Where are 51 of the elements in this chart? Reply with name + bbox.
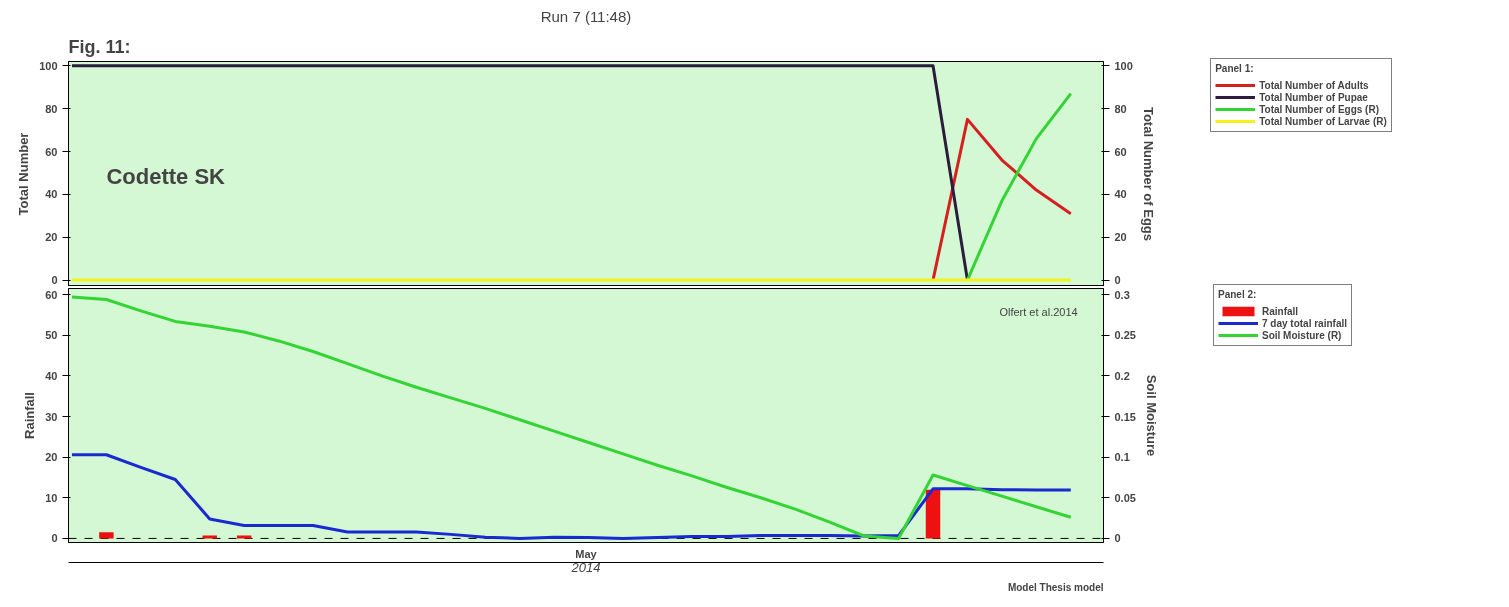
legend-title: Panel 1: bbox=[1215, 63, 1255, 74]
y-tick-label: 60 bbox=[45, 145, 58, 158]
chart-title: Run 7 (11:48) bbox=[540, 7, 632, 25]
y2-tick-label: 0 bbox=[1114, 274, 1121, 287]
y-tick-label: 60 bbox=[45, 288, 58, 301]
legend-label: Rainfall bbox=[1261, 305, 1299, 317]
legend-label: 7 day total rainfall bbox=[1261, 317, 1348, 329]
y-tick-label: 40 bbox=[45, 369, 58, 382]
y-tick-label: 100 bbox=[39, 59, 58, 72]
y2-tick-label: 0.05 bbox=[1114, 491, 1136, 504]
legend-label: Soil Moisture (R) bbox=[1261, 329, 1342, 341]
y2-axis-title: Total Number of Eggs bbox=[1140, 106, 1156, 242]
y-tick-label: 20 bbox=[45, 451, 58, 464]
caption: Fig. 11: bbox=[68, 36, 131, 57]
bar bbox=[99, 532, 114, 539]
legend-label: Total Number of Eggs (R) bbox=[1259, 103, 1379, 115]
y2-tick-label: 0.25 bbox=[1114, 329, 1136, 342]
y2-tick-label: 20 bbox=[1114, 231, 1127, 244]
y2-tick-label: 0.2 bbox=[1114, 369, 1130, 382]
y-tick-label: 10 bbox=[45, 491, 58, 504]
y-tick-label: 30 bbox=[45, 410, 58, 423]
y2-tick-label: 0.3 bbox=[1114, 288, 1130, 301]
line-series bbox=[965, 92, 1073, 282]
y2-tick-label: 80 bbox=[1114, 102, 1127, 115]
annotation: Olfert et al.2014 bbox=[999, 306, 1078, 319]
y2-tick-label: 100 bbox=[1114, 59, 1133, 72]
x-axis-title: May bbox=[575, 547, 598, 560]
y-tick-label: 0 bbox=[51, 274, 58, 287]
y-axis-title: Rainfall bbox=[22, 392, 38, 439]
y-tick-label: 50 bbox=[45, 329, 58, 342]
y-tick-label: 40 bbox=[45, 188, 58, 201]
legend-label: Total Number of Larvae (R) bbox=[1259, 115, 1387, 127]
text: 2014 bbox=[570, 559, 601, 575]
y-tick-label: 0 bbox=[51, 532, 58, 545]
y2-tick-label: 0 bbox=[1114, 532, 1121, 545]
text: Model Thesis model bbox=[1007, 581, 1104, 593]
y2-tick-label: 40 bbox=[1114, 188, 1127, 201]
y-tick-label: 20 bbox=[45, 231, 58, 244]
line-series bbox=[70, 453, 1073, 540]
annotation: Codette SK bbox=[106, 163, 226, 189]
y-tick-label: 80 bbox=[45, 102, 58, 115]
y2-tick-label: 0.1 bbox=[1114, 451, 1130, 464]
line-series bbox=[931, 117, 1073, 282]
legend-label: Total Number of Adults bbox=[1259, 79, 1369, 91]
legend-label: Total Number of Pupae bbox=[1259, 91, 1368, 103]
y2-axis-title: Soil Moisture bbox=[1143, 374, 1159, 457]
bar bbox=[925, 489, 941, 539]
legend-title: Panel 2: bbox=[1217, 289, 1258, 300]
y-axis-title: Total Number bbox=[16, 132, 32, 216]
y2-tick-label: 0.15 bbox=[1114, 410, 1136, 423]
y2-tick-label: 60 bbox=[1114, 145, 1127, 158]
